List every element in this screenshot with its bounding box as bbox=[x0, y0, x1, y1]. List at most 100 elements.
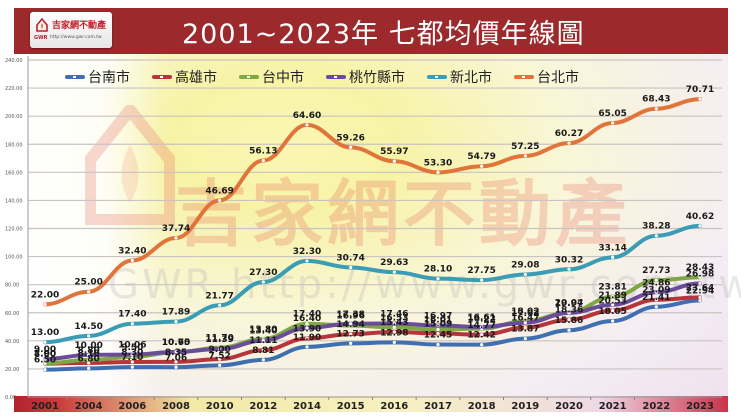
data-label: 17.40 bbox=[293, 310, 321, 320]
data-label: 23.81 bbox=[598, 283, 626, 293]
legend-label: 桃竹縣市 bbox=[349, 70, 405, 86]
data-point bbox=[174, 360, 178, 364]
chart-title: 2001~2023年 七都均價年線圖 bbox=[182, 19, 585, 50]
data-label: 22.00 bbox=[31, 290, 59, 300]
data-label: 10.65 bbox=[162, 338, 190, 348]
x-tick-label: 2022 bbox=[642, 401, 670, 412]
data-point bbox=[218, 198, 222, 202]
data-point bbox=[698, 97, 702, 101]
y-tick-label: 220.00 bbox=[5, 86, 23, 92]
data-point bbox=[305, 322, 309, 326]
data-point bbox=[130, 353, 134, 357]
data-point bbox=[567, 311, 571, 315]
data-label: 57.25 bbox=[511, 142, 539, 152]
x-tick-label: 2018 bbox=[468, 401, 496, 412]
data-label: 13.40 bbox=[249, 327, 277, 337]
data-label: 18.05 bbox=[598, 307, 626, 317]
data-point bbox=[392, 270, 396, 274]
data-point bbox=[305, 326, 309, 330]
series-line-桃竹縣市 bbox=[43, 281, 702, 362]
data-label: 10.00 bbox=[74, 341, 102, 351]
data-label: 11.90 bbox=[293, 333, 321, 343]
data-point bbox=[567, 328, 571, 332]
data-label: 9.00 bbox=[34, 345, 56, 355]
x-tick-label: 2008 bbox=[162, 401, 190, 412]
data-label: 14.94 bbox=[336, 320, 364, 330]
x-tick-label: 2004 bbox=[75, 401, 103, 412]
data-point bbox=[480, 278, 484, 282]
data-label: 59.26 bbox=[336, 133, 364, 143]
data-label: 22.94 bbox=[686, 286, 714, 296]
y-tick-label: 80.00 bbox=[5, 283, 19, 289]
data-label: 40.62 bbox=[686, 212, 714, 222]
house-drop-icon bbox=[36, 18, 48, 32]
data-label: 29.63 bbox=[380, 258, 408, 268]
data-point bbox=[305, 345, 309, 349]
x-tick-label: 2020 bbox=[555, 401, 583, 412]
data-label: 65.05 bbox=[598, 109, 626, 119]
data-label: 27.30 bbox=[249, 268, 277, 278]
data-point bbox=[87, 358, 91, 362]
legend-item: 桃竹縣市 bbox=[326, 67, 405, 87]
x-tick-label: 2016 bbox=[380, 401, 408, 412]
y-tick-label: 100.00 bbox=[5, 255, 23, 261]
legend-item: 台北市 bbox=[514, 67, 579, 87]
data-label: 23.09 bbox=[642, 286, 670, 296]
data-point bbox=[480, 343, 484, 347]
data-label: 19.97 bbox=[555, 299, 583, 309]
data-label: 11.39 bbox=[205, 335, 233, 345]
data-label: 32.30 bbox=[293, 247, 321, 257]
data-point bbox=[174, 365, 178, 369]
legend-item: 台南市 bbox=[65, 67, 130, 87]
legend-item: 高雄市 bbox=[152, 67, 217, 87]
x-tick-label: 2010 bbox=[206, 401, 234, 412]
data-point bbox=[392, 340, 396, 344]
data-point bbox=[349, 341, 353, 345]
x-tick-label: 2006 bbox=[118, 401, 146, 412]
data-point bbox=[392, 325, 396, 329]
data-point bbox=[305, 259, 309, 263]
data-point bbox=[567, 141, 571, 145]
data-point bbox=[174, 320, 178, 324]
data-point bbox=[698, 295, 702, 300]
brand-logo[interactable]: 吉家網不動產 GWR http://www.gwr.com.tw bbox=[30, 12, 112, 48]
legend-swatch bbox=[65, 75, 85, 79]
legend-swatch bbox=[326, 75, 346, 79]
data-label: 8.35 bbox=[165, 348, 187, 358]
data-label: 16.22 bbox=[467, 315, 495, 325]
data-point bbox=[305, 123, 309, 127]
data-point bbox=[480, 333, 484, 337]
legend-label: 台中市 bbox=[262, 70, 304, 86]
series-lines bbox=[43, 97, 702, 372]
data-point bbox=[43, 302, 47, 306]
data-point bbox=[523, 272, 527, 277]
data-point bbox=[698, 281, 702, 285]
data-label: 11.11 bbox=[249, 336, 277, 346]
data-label: 7.90 bbox=[34, 350, 56, 360]
data-point bbox=[261, 348, 265, 352]
data-label: 30.74 bbox=[336, 254, 364, 264]
y-tick-label: 160.00 bbox=[5, 170, 23, 176]
data-point bbox=[392, 321, 396, 326]
data-label: 68.43 bbox=[642, 95, 670, 105]
data-point bbox=[130, 360, 134, 364]
data-label: 60.27 bbox=[555, 129, 583, 139]
data-label: 16.61 bbox=[467, 313, 495, 323]
bottom-decor-band bbox=[14, 396, 728, 412]
data-point bbox=[130, 322, 134, 326]
x-axis-ticks: 2001 2004 2006 2008 2010 2012 2014 2015 2016 2017… bbox=[31, 397, 714, 412]
data-point bbox=[218, 363, 222, 367]
data-point bbox=[523, 321, 527, 325]
series-line-新北市 bbox=[43, 223, 702, 345]
data-point bbox=[87, 334, 91, 338]
data-point bbox=[218, 357, 222, 361]
data-point bbox=[698, 224, 702, 228]
data-label: 16.01 bbox=[424, 316, 452, 326]
data-point bbox=[611, 303, 615, 307]
data-label: 18.36 bbox=[555, 306, 583, 316]
y-tick-label: 40.00 bbox=[5, 339, 19, 345]
data-label: 25.00 bbox=[74, 278, 102, 288]
data-label: 8.80 bbox=[78, 346, 100, 356]
data-point bbox=[174, 236, 178, 240]
